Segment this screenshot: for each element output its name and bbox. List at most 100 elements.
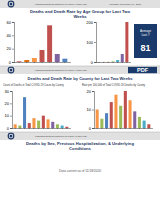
pdf-text: PDF <box>137 67 149 73</box>
axis-line <box>97 62 131 64</box>
bar <box>62 59 67 62</box>
dashboard: Massachusetts Department of Public Healt… <box>0 0 160 198</box>
tick-mark <box>43 128 44 129</box>
bar <box>40 50 45 62</box>
tick-mark <box>48 128 49 129</box>
panel: Massachusetts Department of Public Healt… <box>0 0 160 66</box>
tick: 10 <box>87 107 94 112</box>
annotation-text: AverageLast 7 <box>140 29 151 37</box>
tick <box>125 128 126 129</box>
header-text: Massachusetts Department of Public Healt… <box>35 135 87 138</box>
annotation-value-line: 81 <box>140 43 150 53</box>
axis-line <box>13 128 71 130</box>
tick-mark <box>12 35 14 36</box>
panel-title: Deaths and Death Rate by County for Last… <box>28 76 134 81</box>
tick <box>148 128 149 129</box>
bar <box>129 100 132 128</box>
tick: 20 <box>7 46 14 51</box>
bar <box>42 116 45 128</box>
axis-line <box>95 128 153 130</box>
tick-mark <box>111 128 112 129</box>
tick-mark <box>49 62 50 63</box>
tick-mark <box>130 128 131 129</box>
tick-mark <box>106 128 107 129</box>
tick-mark <box>12 62 14 63</box>
tick <box>117 62 118 63</box>
tick <box>43 128 44 129</box>
tick <box>130 128 131 129</box>
tick: 0 <box>9 60 14 65</box>
tick <box>57 128 58 129</box>
tick-label: 10 <box>87 107 92 112</box>
tick-label: 100 <box>86 40 93 45</box>
tick: 30 <box>5 89 12 94</box>
panel-title-line: Deaths and Death Rate by County for Last… <box>28 76 134 81</box>
tick-mark <box>10 116 12 117</box>
tick <box>64 62 65 63</box>
tick-mark <box>57 128 58 129</box>
logo-ring <box>9 68 13 72</box>
annotation-value: 81 <box>140 43 150 53</box>
header-text: Massachusetts Department of Public Healt… <box>35 69 87 72</box>
tick: 200 <box>86 20 96 25</box>
tick-mark <box>94 42 96 43</box>
tick <box>26 62 27 63</box>
tick-mark <box>10 103 12 104</box>
chart-subtitle: Rate per 100,000 of Total COVID-19 Death… <box>82 83 146 87</box>
tick <box>126 62 127 63</box>
tick <box>38 128 39 129</box>
x-axis <box>97 62 131 63</box>
tick-mark <box>122 62 123 63</box>
tick: 40 <box>7 33 14 38</box>
tick-mark <box>92 110 94 111</box>
header-band <box>0 132 160 140</box>
tick-mark <box>12 22 14 23</box>
tick-mark <box>120 128 121 129</box>
tick <box>122 62 123 63</box>
tick-mark <box>64 62 65 63</box>
tick: 0 <box>7 126 12 131</box>
tick-label: 10 <box>5 113 10 118</box>
bar <box>56 124 59 128</box>
panel-subtitle: Data current as of 11/18/2020 <box>59 169 101 173</box>
tick-label: 0 <box>89 126 92 131</box>
bars <box>96 91 151 128</box>
panel-title-line: Weeks <box>73 14 87 19</box>
bar <box>47 119 50 128</box>
tick-mark <box>62 128 63 129</box>
tick-mark <box>99 62 100 63</box>
bar <box>32 58 37 62</box>
tick-label: 30 <box>5 89 10 94</box>
axis-line <box>10 92 13 129</box>
bar <box>17 61 22 62</box>
bar-chart: Count of Deaths in Total COVID-19 Cases … <box>3 83 71 131</box>
x-axis <box>15 62 71 63</box>
tick-mark <box>125 128 126 129</box>
tick-mark <box>42 62 43 63</box>
tick-mark <box>108 62 109 63</box>
tick <box>120 128 121 129</box>
tick-label: 200 <box>86 20 93 25</box>
tick <box>33 128 34 129</box>
bar <box>133 111 136 128</box>
bar <box>96 110 99 129</box>
y-axis: 0100200 <box>86 20 96 65</box>
panel: Massachusetts Department of Public Healt… <box>0 66 160 132</box>
tick <box>19 62 20 63</box>
header-band <box>0 0 160 8</box>
x-axis <box>95 128 153 129</box>
bar <box>114 95 117 128</box>
y-axis: 0102030 <box>5 89 13 131</box>
tick <box>103 62 104 63</box>
bar <box>107 61 110 62</box>
bar <box>125 22 128 62</box>
tick-mark <box>19 128 20 129</box>
tick-mark <box>15 128 16 129</box>
tick-label: 20 <box>7 46 12 51</box>
tick <box>101 128 102 129</box>
tick-mark <box>10 128 12 129</box>
axis-line <box>12 23 15 63</box>
annotation-background <box>134 24 157 58</box>
tick <box>62 128 63 129</box>
tick-mark <box>57 62 58 63</box>
